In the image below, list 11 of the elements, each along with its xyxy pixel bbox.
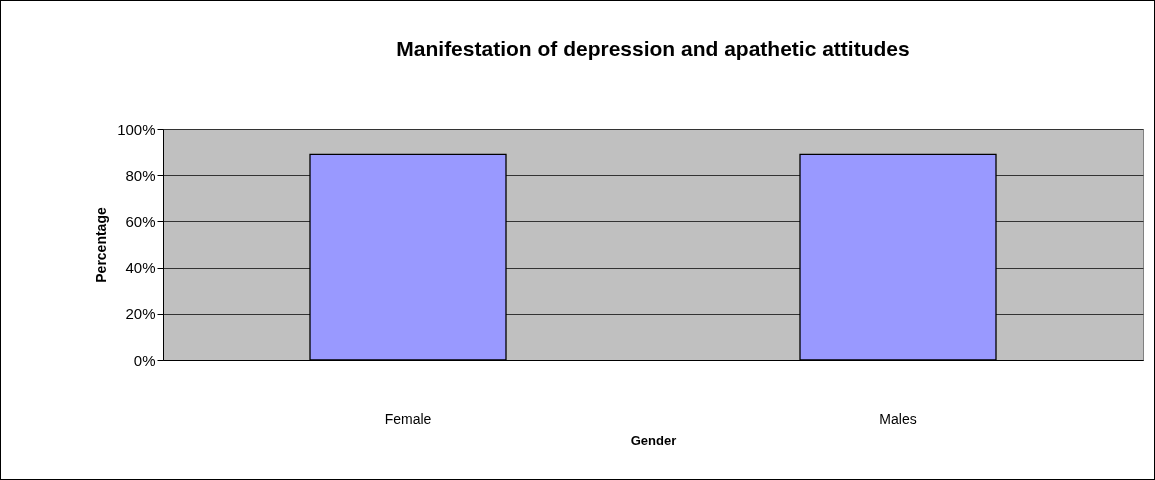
y-tick-label: 80% (125, 166, 156, 184)
x-axis-title: Gender (630, 432, 677, 448)
y-tick-label: 20% (125, 305, 156, 323)
x-tick-label: Female (384, 410, 432, 427)
x-tick-label: Males (879, 410, 917, 427)
y-tick-label: 100% (117, 120, 156, 138)
y-tick-label: 0% (133, 351, 156, 369)
y-axis-title: Percentage (93, 207, 110, 283)
y-tick-label: 60% (125, 212, 156, 230)
chart-title: Manifestation of depression and apathetic attitudes (396, 37, 910, 60)
y-tick-label: 40% (125, 259, 156, 277)
